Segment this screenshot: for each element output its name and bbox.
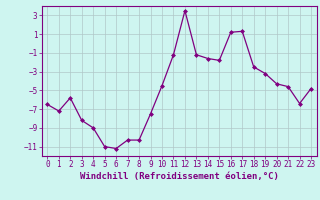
X-axis label: Windchill (Refroidissement éolien,°C): Windchill (Refroidissement éolien,°C) [80,172,279,181]
